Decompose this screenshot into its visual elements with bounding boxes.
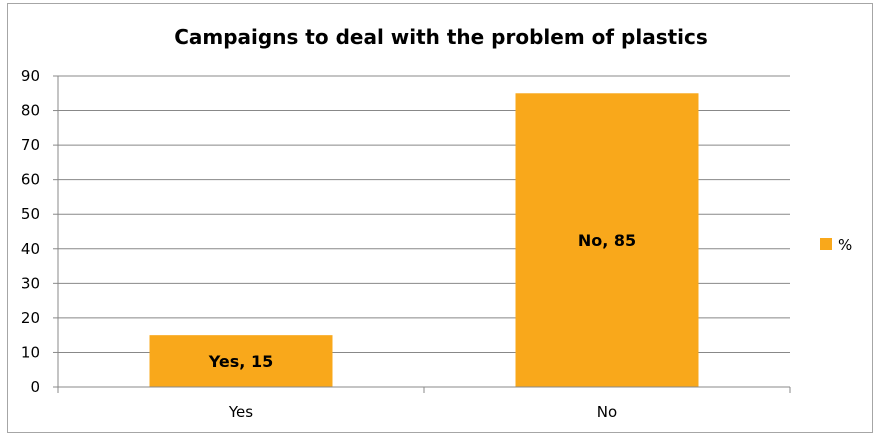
legend-label: % <box>838 236 852 254</box>
axes <box>53 75 791 393</box>
y-tick-label: 70 <box>21 136 40 154</box>
y-tick-label: 40 <box>21 240 40 258</box>
y-tick-label: 80 <box>21 102 40 120</box>
y-tick-label: 90 <box>21 67 40 85</box>
bars <box>149 93 699 388</box>
y-tick-label: 30 <box>21 274 40 292</box>
legend-swatch <box>820 238 832 250</box>
x-category-label: No <box>597 403 617 421</box>
y-tick-labels: 0 10 20 30 40 50 60 70 80 90 <box>21 67 40 396</box>
y-tick-label: 60 <box>21 171 40 189</box>
chart-title: Campaigns to deal with the problem of pl… <box>174 25 708 49</box>
legend: % <box>820 236 852 254</box>
y-tick-label: 20 <box>21 309 40 327</box>
y-tick-label: 0 <box>30 378 40 396</box>
y-tick-label: 50 <box>21 205 40 223</box>
x-category-label: Yes <box>228 403 253 421</box>
bar-no <box>515 93 699 388</box>
data-labels: Yes, 15 No, 85 <box>208 231 636 371</box>
y-tick-label: 10 <box>21 343 40 361</box>
data-label: No, 85 <box>578 231 636 250</box>
x-category-labels: Yes No <box>228 403 617 421</box>
data-label: Yes, 15 <box>208 352 273 371</box>
bar-yes <box>149 335 333 387</box>
